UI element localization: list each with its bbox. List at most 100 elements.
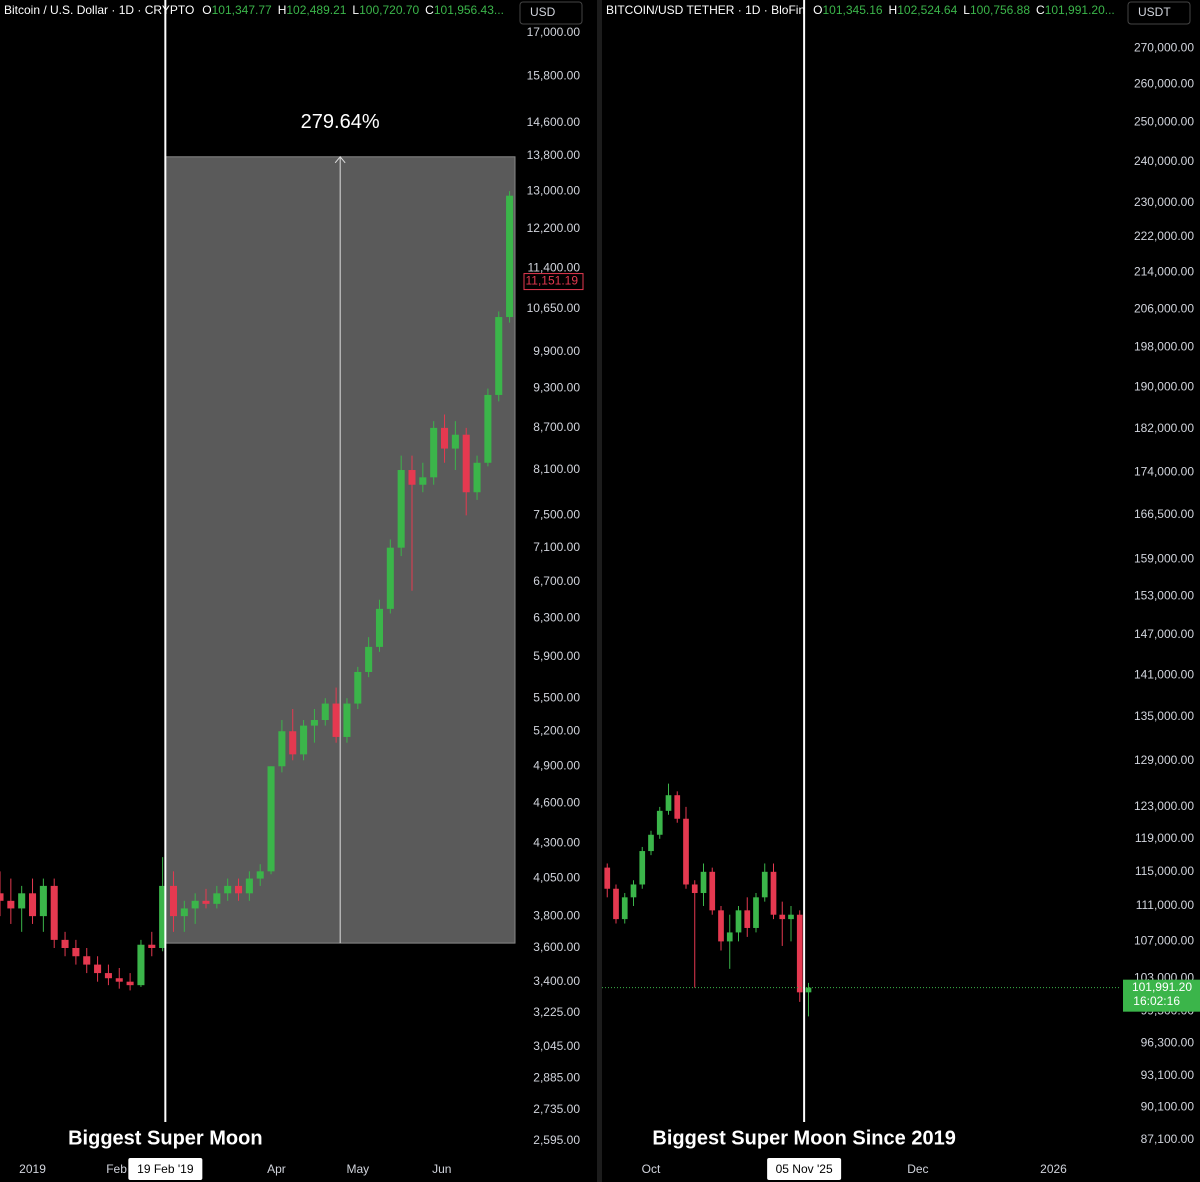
- y-tick-label: 147,000.00: [1134, 627, 1194, 641]
- chart-header: BITCOIN/USD TETHER · 1D · BloFin O101,345…: [606, 3, 1115, 17]
- y-tick-label: 4,300.00: [533, 835, 580, 849]
- y-tick-label: 15,800.00: [527, 68, 581, 82]
- candle-body: [788, 914, 794, 920]
- candle-body: [267, 766, 275, 872]
- caption: Biggest Super Moon: [68, 1127, 262, 1149]
- candle-body: [397, 470, 405, 548]
- y-tick-label: 260,000.00: [1134, 77, 1194, 91]
- y-tick-label: 129,000.00: [1134, 753, 1194, 767]
- candle-body: [473, 462, 481, 493]
- candle-body: [718, 910, 724, 942]
- candle-body: [779, 914, 786, 920]
- candle-body: [430, 427, 438, 478]
- y-tick-label: 7,500.00: [533, 508, 580, 522]
- x-tick-label: 2026: [1040, 1162, 1067, 1176]
- candle-body: [7, 900, 15, 909]
- candle-body: [94, 964, 102, 974]
- symbol-title: BITCOIN/USD TETHER · 1D · BloFin: [606, 3, 805, 17]
- pane-separator: [597, 0, 602, 1182]
- currency-box: [1127, 1, 1191, 25]
- candle-body: [726, 932, 733, 942]
- candle-body: [683, 818, 689, 885]
- ohlc-value: 101,991.20...: [1045, 3, 1115, 17]
- y-tick-label: 230,000.00: [1134, 195, 1194, 209]
- countdown: 16:02:16: [1133, 994, 1180, 1008]
- candle-body: [104, 973, 112, 979]
- y-tick-label: 5,500.00: [533, 690, 580, 704]
- candle-body: [300, 725, 308, 755]
- currency: USD: [530, 5, 556, 19]
- y-tick-label: 6,300.00: [533, 610, 580, 624]
- candle-body: [700, 871, 707, 894]
- candle-body: [386, 547, 394, 609]
- marker-date-box: [128, 1158, 203, 1180]
- candle-body: [753, 897, 759, 928]
- chart-header: Bitcoin / U.S. Dollar · 1D · CRYPTO O101,…: [4, 3, 504, 17]
- candle-body: [148, 944, 156, 948]
- candle-body: [137, 944, 145, 986]
- last-price-label: 11,151.19: [526, 274, 579, 288]
- candle-body: [506, 195, 514, 318]
- caption: Biggest Super Moon Since 2019: [652, 1127, 955, 1149]
- y-tick-label: 11,400.00: [528, 261, 581, 275]
- candle-body: [256, 871, 264, 879]
- candle-body: [289, 731, 297, 755]
- y-tick-label: 270,000.00: [1134, 40, 1194, 54]
- candle-body: [354, 671, 362, 704]
- candle-body: [169, 885, 177, 917]
- x-tick-label: Jun: [432, 1162, 451, 1176]
- ohlc-value: 100,720.70: [359, 3, 419, 17]
- y-tick-label: 93,100.00: [1141, 1068, 1195, 1082]
- x-tick-label: May: [346, 1162, 369, 1176]
- y-tick-label: 7,100.00: [533, 540, 580, 554]
- candle-body: [419, 477, 427, 485]
- candle-body: [235, 885, 243, 894]
- candle-body: [365, 646, 373, 672]
- candle-body: [159, 885, 167, 948]
- candle-body: [213, 893, 221, 904]
- y-tick-label: 206,000.00: [1134, 301, 1194, 315]
- candle-body: [630, 884, 637, 898]
- y-tick-label: 198,000.00: [1134, 340, 1194, 354]
- y-tick-label: 8,700.00: [533, 420, 580, 434]
- y-tick-label: 190,000.00: [1134, 379, 1194, 393]
- currency-box: [519, 1, 583, 25]
- y-tick-label: 111,000.00: [1136, 898, 1195, 912]
- ohlc-key: O: [813, 3, 822, 17]
- x-tick-label: Oct: [642, 1162, 661, 1176]
- candle-body: [691, 884, 698, 894]
- candle-body: [343, 703, 351, 737]
- marker-date: 05 Nov '25: [776, 1162, 833, 1176]
- ohlc-value: 100,756.88: [970, 3, 1030, 17]
- candle-body: [484, 394, 492, 463]
- y-tick-label: 13,000.00: [527, 183, 581, 197]
- candle-body: [604, 867, 611, 889]
- candle-body: [709, 871, 716, 911]
- y-tick-label: 10,650.00: [527, 301, 581, 315]
- candle-body: [674, 795, 681, 819]
- measure-label: 279.64%: [301, 111, 380, 133]
- candle-body: [39, 885, 47, 917]
- ohlc-key: C: [1036, 3, 1045, 17]
- y-tick-label: 87,100.00: [1141, 1132, 1195, 1146]
- y-tick-label: 119,000.00: [1135, 831, 1194, 845]
- y-tick-label: 9,300.00: [533, 381, 580, 395]
- candle-body: [18, 893, 26, 909]
- y-tick-label: 13,800.00: [527, 148, 581, 162]
- y-tick-label: 90,100.00: [1141, 1099, 1195, 1113]
- candle-body: [621, 897, 628, 920]
- candle-body: [191, 900, 199, 909]
- y-tick-label: 159,000.00: [1134, 551, 1194, 565]
- candle-body: [451, 434, 459, 449]
- candle-body: [761, 871, 768, 898]
- y-tick-label: 3,225.00: [533, 1005, 580, 1019]
- candle-body: [613, 888, 619, 920]
- y-tick-label: 115,000.00: [1135, 864, 1194, 878]
- candle-body: [495, 317, 503, 395]
- y-tick-label: 222,000.00: [1134, 229, 1194, 243]
- candle-body: [656, 810, 663, 835]
- y-tick-label: 166,500.00: [1134, 507, 1194, 521]
- ohlc-value: 101,345.16: [822, 3, 882, 17]
- ohlc-value: 101,347.77: [212, 3, 272, 17]
- y-tick-label: 9,900.00: [533, 344, 580, 358]
